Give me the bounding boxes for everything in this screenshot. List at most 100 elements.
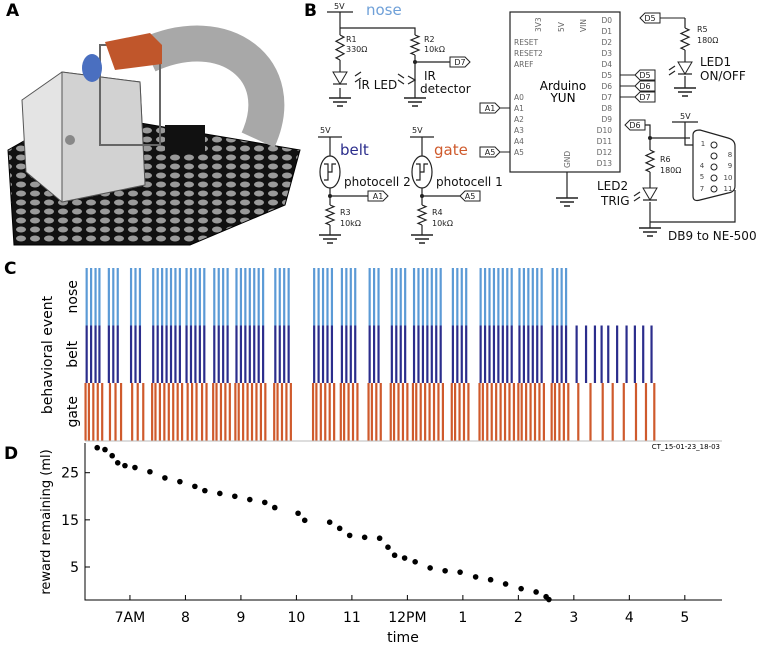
data-point — [412, 559, 418, 565]
port — [65, 135, 75, 145]
pin-label: D5 — [601, 71, 612, 80]
resistor-name: R1 — [346, 35, 357, 44]
pin-tag — [634, 69, 656, 81]
row-label: belt — [65, 340, 81, 367]
pin-label: D7 — [601, 93, 612, 102]
resistor-value: 330Ω — [346, 45, 367, 54]
pin-label: A2 — [514, 115, 524, 124]
pin-tag — [459, 190, 481, 202]
y-tick-label: 5 — [70, 560, 79, 576]
row-label: nose — [65, 280, 81, 313]
junction — [328, 194, 332, 198]
resistor-value: 180Ω — [660, 166, 681, 175]
component-label: TRIG — [600, 194, 630, 208]
db9-pin — [710, 174, 718, 182]
panel-label: D — [4, 444, 18, 464]
photocell-trace — [324, 163, 428, 181]
pin-label: A1 — [514, 104, 524, 113]
x-tick-label: 4 — [625, 610, 634, 626]
connector-label: DB9 to NE-500 — [668, 229, 757, 243]
pin-tag — [479, 102, 501, 114]
pin-label: AREF — [514, 60, 533, 69]
wire — [645, 121, 736, 228]
component-label: LED2 — [597, 179, 628, 193]
panel-label: C — [4, 259, 16, 279]
pin-label: A0 — [514, 93, 524, 102]
circuit-components: D7 A1 A5 3V3 5V VIN RESET RESET2 AREF A0 A1 A2 A3 A4 A… — [319, 12, 732, 244]
y-tick-label: 25 — [61, 466, 79, 482]
component-label: IR — [424, 69, 436, 83]
data-point — [472, 574, 479, 580]
pin-label: D0 — [601, 16, 612, 25]
x-axis-title: time — [387, 630, 419, 646]
component-label: IR LED — [358, 78, 397, 92]
ground — [329, 97, 351, 107]
db9-pin — [710, 141, 718, 149]
db9-pin — [710, 152, 718, 160]
resistor-value: 180Ω — [697, 36, 718, 45]
data-point — [114, 460, 121, 466]
supply-label: 5V — [334, 2, 345, 11]
pin-tag — [479, 146, 501, 158]
x-tick-label: 8 — [181, 610, 190, 626]
pin-label: D9 — [601, 115, 612, 124]
supply-label: 5V — [412, 126, 423, 135]
blue-part — [82, 54, 102, 82]
data-point — [361, 534, 368, 541]
data-point — [217, 490, 223, 497]
pin-label: 5V — [557, 21, 566, 32]
data-point — [502, 581, 509, 587]
led — [677, 61, 693, 75]
resistor-name: R5 — [697, 25, 708, 34]
panel-label: A — [6, 1, 20, 21]
data-point — [192, 483, 198, 490]
junction — [420, 194, 424, 198]
data-point — [326, 519, 333, 526]
pin-label: RESET2 — [514, 49, 543, 58]
ground — [411, 234, 433, 244]
pin-tag-label: D6 — [639, 82, 650, 91]
pin-label: RESET — [514, 38, 538, 47]
wire — [327, 11, 416, 35]
pin-tag — [634, 91, 656, 103]
data-point — [401, 555, 408, 561]
pin-tag — [639, 12, 661, 24]
ir-rays — [354, 71, 362, 83]
pin-label: GND — [563, 151, 572, 168]
apparatus-illustration — [7, 25, 301, 246]
pin-tag — [367, 190, 389, 202]
pin-label: D10 — [597, 126, 613, 135]
led — [642, 187, 658, 201]
db9-pin-label: 8 — [728, 151, 732, 159]
resistor-name: R2 — [424, 35, 435, 44]
x-tick-label: 9 — [236, 610, 245, 626]
pin-label: A5 — [514, 148, 524, 157]
x-tick-label: 11 — [343, 610, 361, 626]
junction — [413, 60, 417, 64]
component-label: ON/OFF — [700, 69, 746, 83]
pin-tag-label: D5 — [644, 14, 655, 23]
ground — [319, 234, 341, 244]
led-bar — [668, 65, 692, 76]
pin-label: D12 — [597, 148, 613, 157]
pin-label: D11 — [597, 137, 613, 146]
ground — [674, 87, 696, 97]
data-point — [457, 569, 463, 575]
data-point — [385, 544, 391, 550]
resistor-name: R6 — [660, 155, 671, 164]
wire — [339, 55, 450, 98]
db9-pin — [710, 185, 718, 193]
data-point — [132, 464, 138, 471]
camera — [165, 125, 205, 153]
data-point — [162, 475, 168, 481]
data-point — [261, 499, 268, 506]
data-point — [94, 444, 101, 451]
sensor-name: nose — [366, 1, 402, 19]
db9-pin-label: 4 — [700, 162, 705, 170]
db9-pin-label: 5 — [700, 173, 704, 181]
data-point — [546, 596, 552, 603]
x-tick-label: 5 — [680, 610, 689, 626]
pin-label: 3V3 — [534, 17, 543, 32]
resistor-value: 10kΩ — [424, 45, 445, 54]
